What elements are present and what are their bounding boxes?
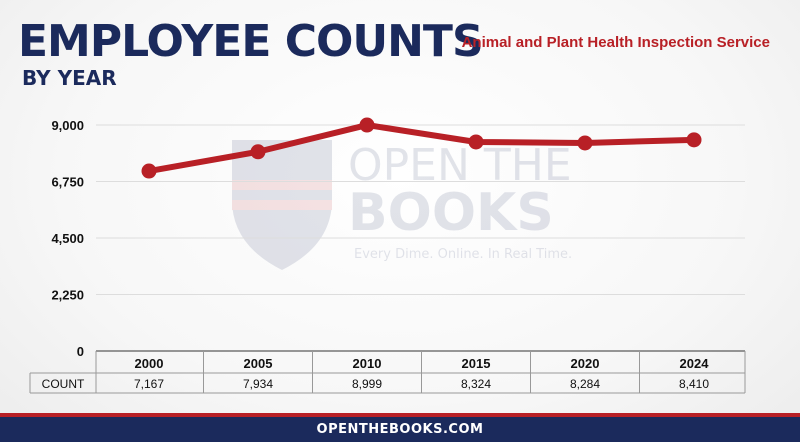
data-point <box>359 117 375 133</box>
data-table: COUNT 2000 7,167 2005 7,934 2010 8,999 2015 8,32… <box>29 350 746 394</box>
y-tick-label: 4,500 <box>51 231 84 246</box>
x-tick-label: 2010 <box>353 356 382 371</box>
data-label: 8,284 <box>570 377 600 391</box>
y-axis-ticks: 0 2,250 4,500 6,750 9,000 <box>51 118 84 359</box>
data-label: 7,934 <box>243 377 273 391</box>
y-tick-label: 6,750 <box>51 175 84 190</box>
watermark-tagline: Every Dime. Online. In Real Time. <box>354 247 572 262</box>
data-point <box>141 163 157 179</box>
data-point <box>250 144 266 160</box>
data-label: 7,167 <box>134 377 164 391</box>
data-point <box>686 132 702 148</box>
watermark-line2: BOOKS <box>348 183 554 243</box>
data-label: 8,999 <box>352 377 382 391</box>
watermark: OPEN THE BOOKS Every Dime. Online. In Re… <box>232 140 572 270</box>
chart-title: EMPLOYEE COUNTS <box>18 16 484 67</box>
footer-site: OPENTHEBOOKS.COM <box>0 417 800 442</box>
data-label: 8,324 <box>461 377 491 391</box>
x-tick-label: 2000 <box>135 356 164 371</box>
data-point <box>577 135 593 151</box>
data-point <box>468 134 484 150</box>
series-line <box>146 122 697 175</box>
y-tick-label: 0 <box>77 344 84 359</box>
series-employee-count <box>141 117 702 179</box>
data-label: 8,410 <box>679 377 709 391</box>
x-tick-label: 2020 <box>571 356 600 371</box>
x-tick-label: 2024 <box>680 356 710 371</box>
x-tick-label: 2015 <box>462 356 491 371</box>
x-tick-label: 2005 <box>244 356 273 371</box>
table-row-label: COUNT <box>42 377 85 391</box>
y-tick-label: 9,000 <box>51 118 84 133</box>
line-chart: OPEN THE BOOKS Every Dime. Online. In Re… <box>29 117 746 394</box>
agency-name: Animal and Plant Health Inspection Servi… <box>461 34 770 51</box>
footer-stripe <box>0 413 800 417</box>
chart-subtitle: BY YEAR <box>22 66 117 90</box>
y-tick-label: 2,250 <box>51 288 84 303</box>
grid-lines <box>96 124 745 295</box>
watermark-line1: OPEN THE <box>348 140 572 191</box>
